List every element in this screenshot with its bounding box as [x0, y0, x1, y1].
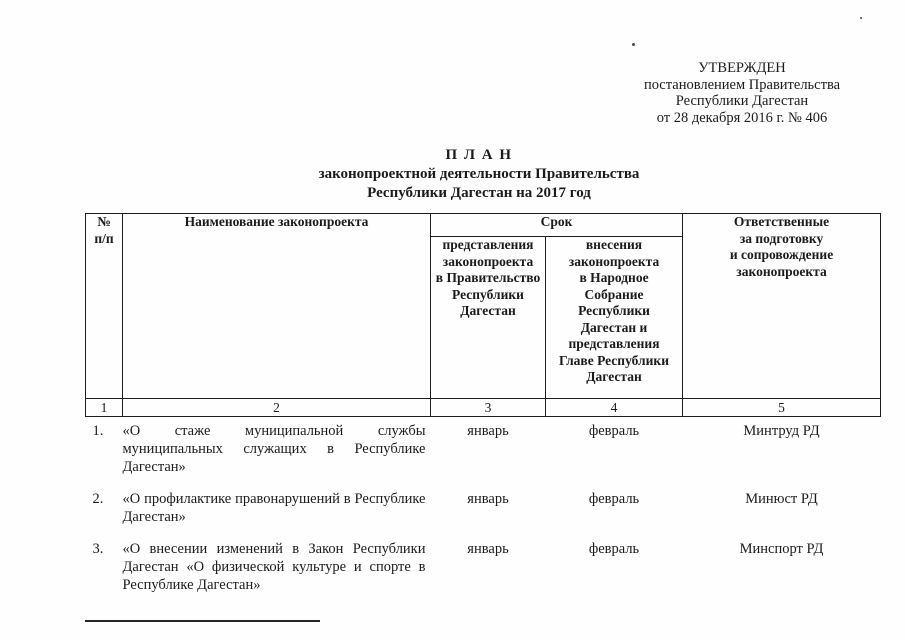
column-number-cell: 1: [85, 398, 123, 417]
row-name: «О профилактике правонарушений в Республ…: [122, 491, 426, 525]
scan-artifact-line: [85, 620, 320, 622]
header-term-cell: Срок: [429, 213, 684, 237]
row-responsible: Минюст РД: [745, 491, 818, 507]
column-numbers-row: 1 2 3 4 5: [85, 398, 882, 417]
table-row: 1. «О стаже муниципальной службы муницип…: [86, 417, 881, 486]
row-submit-date: январь: [467, 491, 509, 507]
row-submit-date: январь: [467, 541, 509, 557]
column-number-cell: 4: [544, 398, 684, 417]
header-term-submit-cell: представления законопроекта в Правительс…: [430, 236, 546, 399]
row-intro-date: февраль: [588, 541, 640, 557]
approval-line: от 28 декабря 2016 г. № 406: [656, 109, 828, 126]
scan-speck: [860, 17, 862, 19]
row-intro-date: февраль: [588, 423, 640, 439]
table-row: 2. «О профилактике правонарушений в Респ…: [86, 485, 881, 535]
column-number-cell: 3: [430, 398, 546, 417]
plan-table: № п/п Наименование законопроекта Срок От…: [85, 213, 882, 604]
header-name-cell: Наименование законопроекта: [122, 213, 431, 399]
row-name: «О стаже муниципальной службы муниципаль…: [122, 423, 426, 475]
table-body: 1. «О стаже муниципальной службы муницип…: [86, 417, 881, 604]
header-responsible-cell: Ответственные за подготовку и сопровожде…: [682, 213, 882, 399]
row-num: 1.: [92, 423, 104, 439]
title-line-subtitle: законопроектной деятельности Правительст…: [318, 166, 640, 182]
approval-line: постановлением Правительства: [643, 76, 841, 93]
scan-speck: [632, 43, 635, 46]
title-line-year: Республики Дагестан на 2017 год: [367, 185, 591, 201]
title-line-plan: П Л А Н: [445, 147, 513, 163]
row-responsible: Минтруд РД: [743, 423, 820, 439]
approval-line: УТВЕРЖДЕН: [698, 60, 786, 76]
table-header: № п/п Наименование законопроекта Срок От…: [85, 213, 882, 417]
column-number-cell: 5: [682, 398, 882, 417]
page-title: П Л А Н законопроектной деятельности Пра…: [50, 146, 905, 203]
approval-block: УТВЕРЖДЕН постановлением Правительства Р…: [629, 60, 855, 126]
row-submit-date: январь: [467, 423, 509, 439]
row-intro-date: февраль: [588, 491, 640, 507]
approval-line: Республики Дагестан: [675, 93, 809, 109]
row-name: «О внесении изменений в Закон Республики…: [122, 541, 426, 593]
column-number-cell: 2: [122, 398, 431, 417]
row-responsible: Минспорт РД: [739, 541, 824, 557]
header-row-top: № п/п Наименование законопроекта Срок От…: [85, 213, 882, 399]
header-term-introduce-cell: внесения законопроекта в Народное Собран…: [544, 236, 684, 399]
table-row: 3. «О внесении изменений в Закон Республ…: [86, 535, 881, 603]
row-num: 2.: [92, 491, 104, 507]
row-num: 3.: [92, 541, 104, 557]
header-num-cell: № п/п: [85, 213, 123, 399]
